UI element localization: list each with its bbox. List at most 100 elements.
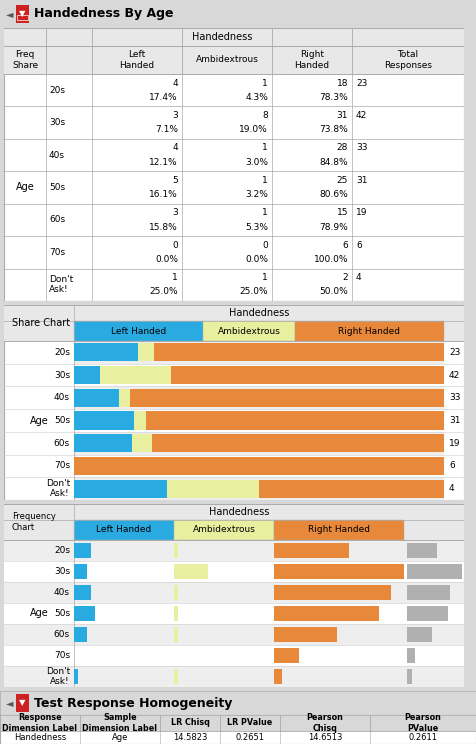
Bar: [139, 343, 154, 362]
Bar: [274, 543, 349, 558]
Text: Handedness: Handedness: [229, 308, 289, 318]
Text: 23: 23: [449, 348, 460, 357]
Bar: [4, 540, 464, 561]
Text: Ambidextrous: Ambidextrous: [196, 56, 258, 65]
Text: 20s: 20s: [49, 86, 65, 94]
Bar: [4, 561, 464, 582]
Text: 0.0%: 0.0%: [155, 255, 178, 264]
Text: 30s: 30s: [54, 567, 70, 576]
Text: 50s: 50s: [49, 183, 65, 192]
Text: Don't
Ask!: Don't Ask!: [46, 667, 70, 686]
Bar: [74, 409, 444, 432]
Text: Age: Age: [30, 609, 49, 618]
Text: 0: 0: [172, 241, 178, 250]
Bar: [160, 715, 220, 731]
Bar: [74, 480, 167, 498]
Bar: [74, 669, 78, 684]
Text: 4: 4: [449, 484, 455, 493]
Text: 0.2651: 0.2651: [236, 733, 265, 742]
Text: 70s: 70s: [54, 461, 70, 470]
Text: 42: 42: [356, 111, 367, 120]
Bar: [74, 366, 100, 384]
Bar: [274, 564, 404, 579]
Text: Right Handed: Right Handed: [308, 525, 370, 534]
Text: LR PValue: LR PValue: [228, 719, 273, 728]
Bar: [4, 645, 464, 666]
Text: Frequency
Chart: Frequency Chart: [12, 513, 56, 532]
Bar: [46, 236, 464, 269]
Text: 3: 3: [172, 208, 178, 217]
Bar: [46, 74, 464, 106]
Text: 50s: 50s: [54, 609, 70, 618]
Text: 3: 3: [172, 111, 178, 120]
Bar: [274, 669, 282, 684]
Text: 30s: 30s: [49, 118, 65, 127]
Bar: [74, 386, 444, 409]
Bar: [74, 343, 139, 362]
Text: 33: 33: [356, 144, 367, 153]
Text: ◄: ◄: [6, 698, 13, 708]
Text: Response
Dimension Label: Response Dimension Label: [2, 713, 78, 733]
Bar: [407, 543, 437, 558]
Bar: [100, 366, 171, 384]
Text: 4: 4: [356, 273, 362, 282]
Text: 23: 23: [356, 79, 367, 88]
Bar: [203, 321, 295, 341]
Bar: [174, 520, 274, 540]
Bar: [274, 585, 391, 600]
Bar: [46, 106, 464, 139]
Text: 100.0%: 100.0%: [314, 255, 348, 264]
Text: 4: 4: [172, 79, 178, 88]
Bar: [74, 364, 444, 386]
Text: 6: 6: [449, 461, 455, 470]
Bar: [74, 457, 444, 475]
Text: 6: 6: [356, 241, 362, 250]
Text: Handedness By Age: Handedness By Age: [34, 7, 173, 21]
Bar: [16, 694, 29, 712]
Bar: [74, 341, 444, 364]
Text: Pearson
Chisq: Pearson Chisq: [307, 713, 344, 733]
Text: Sample
Dimension Label: Sample Dimension Label: [82, 713, 158, 733]
Text: 78.3%: 78.3%: [319, 93, 348, 102]
Text: ◄: ◄: [6, 9, 13, 19]
Bar: [4, 504, 464, 540]
Bar: [295, 321, 444, 341]
Text: 1: 1: [262, 208, 268, 217]
Bar: [274, 606, 379, 620]
Text: 6: 6: [342, 241, 348, 250]
Bar: [4, 624, 464, 645]
Text: Ambidextrous: Ambidextrous: [193, 525, 256, 534]
Text: 60s: 60s: [54, 439, 70, 448]
Text: ▼: ▼: [19, 699, 25, 708]
Text: Handedness: Handedness: [14, 733, 66, 742]
Text: 31: 31: [449, 416, 460, 425]
Text: 17.4%: 17.4%: [149, 93, 178, 102]
Bar: [46, 204, 464, 236]
Text: 84.8%: 84.8%: [319, 158, 348, 167]
Text: Ambidextrous: Ambidextrous: [218, 327, 280, 336]
Text: 2: 2: [342, 273, 348, 282]
Bar: [119, 388, 130, 407]
Text: 16.1%: 16.1%: [149, 190, 178, 199]
Text: 1: 1: [262, 273, 268, 282]
Text: 3.2%: 3.2%: [245, 190, 268, 199]
Bar: [74, 627, 87, 642]
Text: 28: 28: [337, 144, 348, 153]
Bar: [74, 455, 444, 478]
Text: 0: 0: [262, 241, 268, 250]
Text: Left
Handed: Left Handed: [119, 51, 155, 70]
Bar: [16, 5, 29, 23]
Text: 14.6513: 14.6513: [308, 733, 342, 742]
Bar: [74, 520, 174, 540]
Bar: [74, 432, 444, 455]
Bar: [274, 520, 404, 540]
Text: Pearson
PValue: Pearson PValue: [405, 713, 441, 733]
Bar: [74, 564, 87, 579]
Text: 70s: 70s: [54, 651, 70, 660]
Bar: [274, 648, 299, 663]
Bar: [174, 669, 178, 684]
Bar: [220, 715, 280, 731]
Text: Handedness: Handedness: [209, 507, 269, 517]
Text: 40s: 40s: [54, 394, 70, 403]
Bar: [407, 627, 432, 642]
